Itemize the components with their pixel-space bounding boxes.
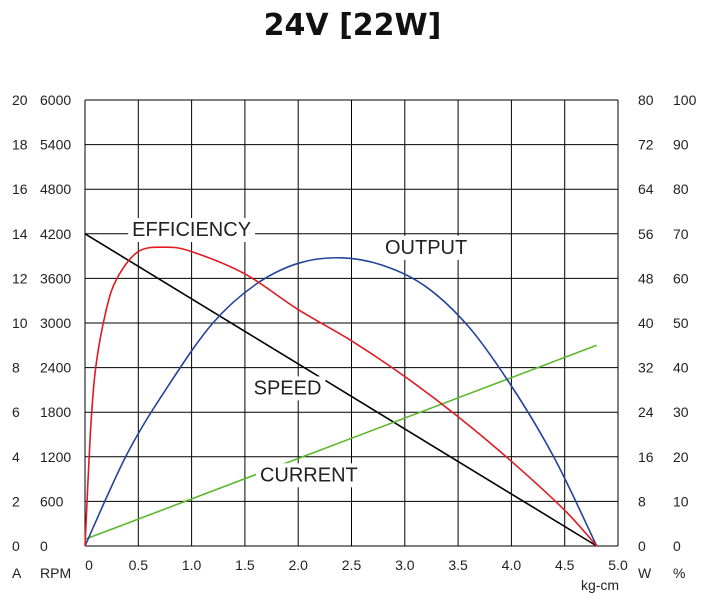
efficiency-tick-label: 40 [673, 360, 689, 376]
x-tick-label: 3.0 [395, 557, 415, 573]
speed-tick-label: 0 [40, 538, 48, 554]
current-tick-label: 18 [12, 137, 28, 153]
efficiency-tick-label: 60 [673, 270, 689, 286]
x-tick-label: 2.0 [288, 557, 308, 573]
x-tick-label: 1.0 [182, 557, 202, 573]
output-tick-label: 56 [638, 226, 654, 242]
speed-tick-label: 600 [40, 493, 64, 509]
x-tick-label: 4.0 [502, 557, 522, 573]
efficiency-tick-label: 10 [673, 493, 689, 509]
output-unit-label: W [638, 565, 652, 581]
speed-tick-label: 3600 [40, 270, 71, 286]
current-tick-label: 6 [12, 404, 20, 420]
efficiency-tick-label: 0 [673, 538, 681, 554]
annotation-background [128, 218, 256, 243]
annotation-current: CURRENT [260, 464, 358, 486]
chart-title: 24V [22W] [263, 8, 442, 43]
output-tick-label: 80 [638, 92, 654, 108]
speed-unit-label: RPM [40, 565, 71, 581]
annotation-speed: SPEED [254, 377, 322, 399]
annotations: EFFICIENCY OUTPUT SPEED CURRENT [128, 218, 472, 488]
current-tick-label: 8 [12, 360, 20, 376]
speed-tick-label: 2400 [40, 360, 71, 376]
efficiency-tick-label: 50 [673, 315, 689, 331]
output-tick-label: 40 [638, 315, 654, 331]
output-tick-label: 72 [638, 137, 654, 153]
current-tick-label: 14 [12, 226, 28, 242]
x-tick-label: 5.0 [608, 557, 628, 573]
x-tick-label: 0 [85, 557, 93, 573]
current-tick-label: 4 [12, 449, 20, 465]
current-tick-label: 2 [12, 493, 20, 509]
annotation-background [255, 463, 362, 488]
current-tick-label: 10 [12, 315, 28, 331]
x-axis-label: kg-cm [581, 577, 619, 593]
current-tick-label: 20 [12, 92, 28, 108]
annotation-output: OUTPUT [385, 237, 467, 259]
efficiency-tick-label: 100 [673, 92, 697, 108]
efficiency-tick-label: 20 [673, 449, 689, 465]
speed-tick-label: 4200 [40, 226, 71, 242]
x-tick-label: 4.5 [555, 557, 575, 573]
speed-tick-label: 6000 [40, 92, 71, 108]
speed-tick-label: 1200 [40, 449, 71, 465]
speed-tick-label: 4800 [40, 181, 71, 197]
efficiency-tick-label: 70 [673, 226, 689, 242]
efficiency-unit-label: % [673, 565, 685, 581]
speed-tick-label: 1800 [40, 404, 71, 420]
series-efficiency-line [84, 246, 598, 547]
output-tick-label: 64 [638, 181, 654, 197]
speed-tick-label: 5400 [40, 137, 71, 153]
current-tick-label: 12 [12, 270, 28, 286]
x-tick-label: 3.5 [448, 557, 468, 573]
speed-tick-label: 3000 [40, 315, 71, 331]
series-current-line [84, 344, 597, 541]
efficiency-tick-label: 90 [673, 137, 689, 153]
current-unit-label: A [12, 565, 22, 581]
axis-labels: 0246810121416182006001200180024003000360… [12, 92, 697, 593]
output-tick-label: 32 [638, 360, 654, 376]
annotation-efficiency: EFFICIENCY [132, 219, 251, 241]
grid [84, 99, 619, 547]
efficiency-tick-label: 80 [673, 181, 689, 197]
output-tick-label: 24 [638, 404, 654, 420]
output-tick-label: 8 [638, 493, 646, 509]
current-tick-label: 0 [12, 538, 20, 554]
x-tick-label: 2.5 [342, 557, 362, 573]
annotation-background [249, 376, 326, 401]
output-tick-label: 0 [638, 538, 646, 554]
series-lines [84, 233, 598, 547]
output-tick-label: 16 [638, 449, 654, 465]
current-tick-label: 16 [12, 181, 28, 197]
output-tick-label: 48 [638, 270, 654, 286]
x-tick-label: 1.5 [235, 557, 255, 573]
efficiency-tick-label: 30 [673, 404, 689, 420]
series-speed-line [84, 233, 598, 547]
x-tick-label: 0.5 [129, 557, 149, 573]
series-output-line [84, 256, 598, 547]
annotation-background [381, 235, 472, 260]
